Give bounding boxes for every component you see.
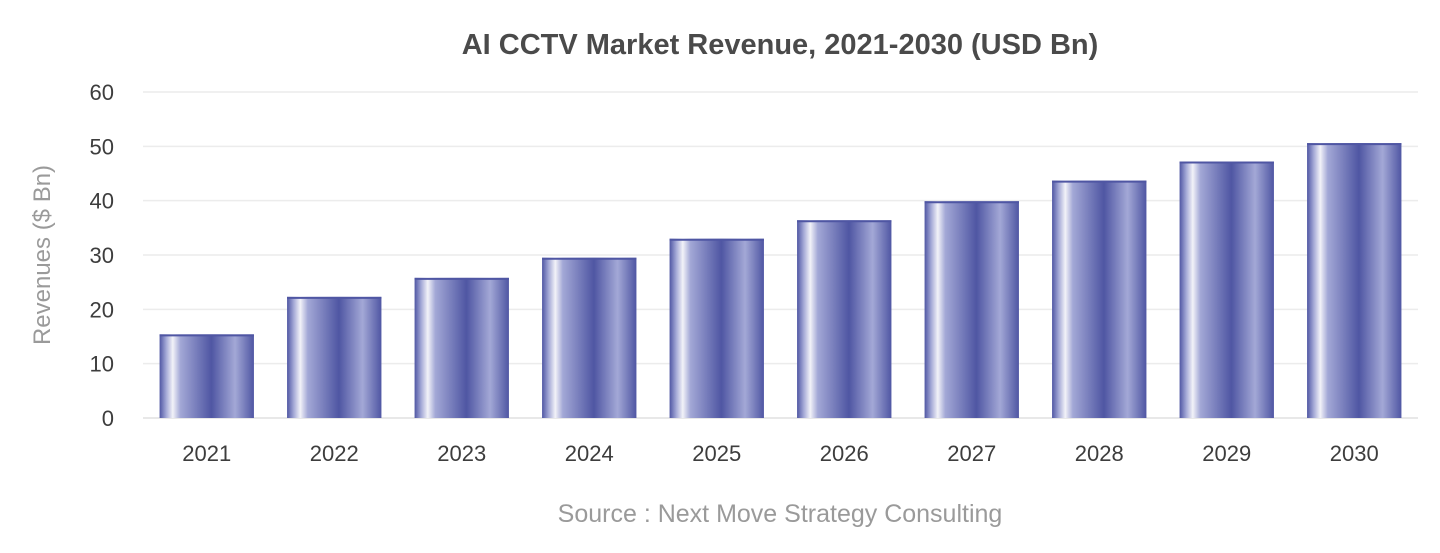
x-tick-label: 2029 — [1202, 441, 1251, 466]
y-tick-label: 30 — [90, 243, 114, 268]
bar-2025 — [669, 238, 764, 418]
bar-2023 — [414, 277, 509, 418]
y-axis-ticks: 0 10 20 30 40 50 60 — [90, 80, 114, 431]
y-tick-label: 60 — [90, 80, 114, 105]
y-tick-label: 20 — [90, 297, 114, 322]
source-note: Source : Next Move Strategy Consulting — [558, 500, 1003, 528]
bar-2027 — [924, 201, 1019, 418]
y-tick-label: 50 — [90, 134, 114, 159]
x-axis-ticks: 2021 2022 2023 2024 2025 2026 2027 2028 2029 2030 — [182, 441, 1378, 466]
bar-2029 — [1179, 161, 1274, 418]
x-tick-label: 2021 — [182, 441, 231, 466]
x-tick-label: 2030 — [1330, 441, 1379, 466]
bar-2022 — [287, 296, 382, 418]
bar-2030 — [1307, 143, 1402, 418]
bar-2026 — [797, 220, 892, 418]
y-tick-label: 40 — [90, 189, 114, 214]
x-tick-label: 2027 — [947, 441, 996, 466]
x-tick-label: 2022 — [310, 441, 359, 466]
x-tick-label: 2023 — [437, 441, 486, 466]
y-tick-label: 0 — [102, 406, 114, 431]
bar-2021 — [159, 334, 254, 418]
bars — [159, 143, 1402, 418]
x-tick-label: 2025 — [692, 441, 741, 466]
bar-2024 — [542, 257, 637, 418]
chart-title: AI CCTV Market Revenue, 2021-2030 (USD B… — [462, 29, 1099, 61]
y-tick-label: 10 — [90, 352, 114, 377]
x-tick-label: 2026 — [820, 441, 869, 466]
bar-2028 — [1052, 180, 1147, 418]
x-tick-label: 2028 — [1075, 441, 1124, 466]
y-axis-label: Revenues ($ Bn) — [29, 165, 56, 345]
x-tick-label: 2024 — [565, 441, 614, 466]
